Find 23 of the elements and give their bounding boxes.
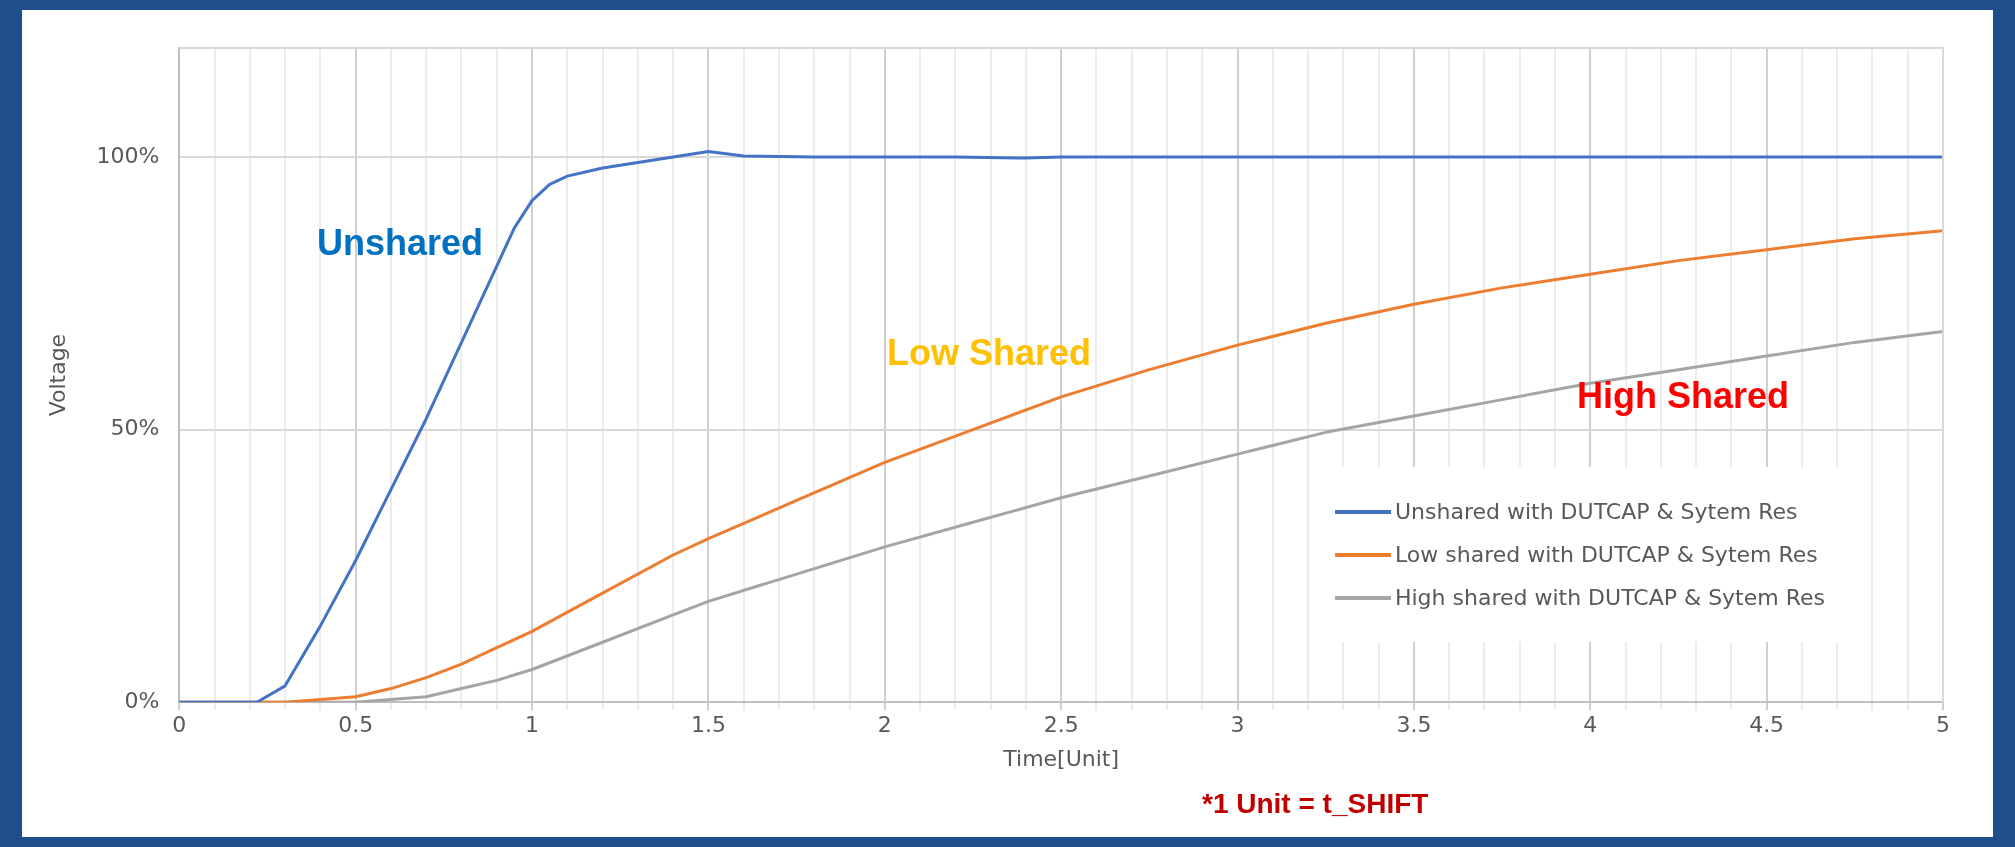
legend-label: High shared with DUTCAP & Sytem Res xyxy=(1394,585,1825,610)
x-tick-label: 3.5 xyxy=(1396,712,1432,738)
x-tick-label: 5 xyxy=(1936,712,1950,738)
x-tick-label: 4 xyxy=(1583,712,1598,738)
x-tick-label: 4.5 xyxy=(1749,712,1785,738)
legend-label: Unshared with DUTCAP & Sytem Res xyxy=(1394,499,1798,524)
text: *1 Unit = t_SHIFT xyxy=(1202,788,1429,820)
annotation: High Shared xyxy=(1577,375,1790,417)
x-axis-title: Time[Unit] xyxy=(1002,745,1120,771)
x-tick-label: 0.5 xyxy=(338,712,374,738)
x-tick-label: 1.5 xyxy=(690,712,726,738)
legend-label: Low shared with DUTCAP & Sytem Res xyxy=(1394,542,1818,567)
x-tick-label: 2 xyxy=(877,712,892,738)
x-tick-label: 1 xyxy=(525,712,540,738)
y-tick-label: 50% xyxy=(110,415,160,441)
y-axis-title: Voltage xyxy=(44,333,70,417)
annotation: Unshared xyxy=(317,222,484,264)
x-tick-label: 2.5 xyxy=(1043,712,1079,738)
annotation: Low Shared xyxy=(887,332,1092,374)
x-tick-label: 3 xyxy=(1230,712,1245,738)
y-tick-label: 0% xyxy=(124,687,160,713)
y-tick-label: 100% xyxy=(96,142,160,168)
x-tick-label: 0 xyxy=(172,712,187,738)
